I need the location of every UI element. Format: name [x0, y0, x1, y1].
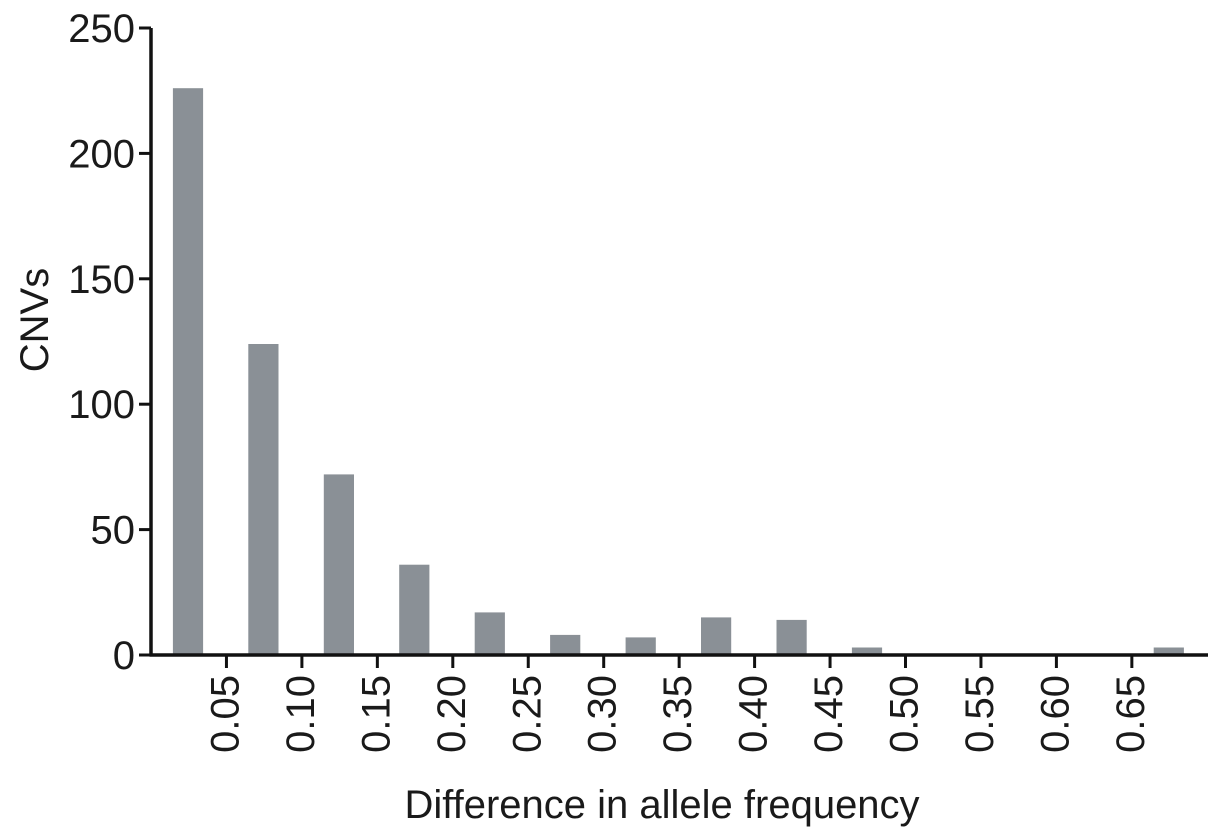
bar-0.40-0.45: [776, 619, 807, 655]
y-tick-label: 100: [68, 383, 135, 427]
y-axis-title: CNVs: [13, 268, 57, 372]
bar-0.10-0.15: [323, 474, 354, 655]
x-axis-ticks: 0.05 0.10 0.15 0.20 0.25 0.30 0.35 0.40 0.45 0.50…: [203, 655, 1153, 753]
bar-0.15-0.20: [399, 564, 430, 655]
bar-0.35-0.40: [701, 617, 732, 655]
y-tick-label: 0: [113, 634, 135, 678]
x-tick-label: 0.05: [203, 675, 247, 753]
x-axis-title: Difference in allele frequency: [404, 783, 919, 827]
x-tick-label: 0.25: [505, 675, 549, 753]
x-tick-label: 0.10: [279, 675, 323, 753]
bar-0.00-0.05: [172, 88, 204, 655]
bar-0.65-0.70: [1153, 647, 1184, 655]
bar-0.45-0.50: [851, 647, 883, 655]
bar-0.30-0.35: [625, 637, 656, 655]
y-tick-label: 50: [91, 509, 136, 553]
x-tick-label: 0.30: [581, 675, 625, 753]
bars-group: [172, 88, 1184, 655]
x-tick-label: 0.65: [1109, 675, 1153, 753]
x-tick-label: 0.40: [732, 675, 776, 753]
y-axis-ticks: 0 50 100 150 200 250: [68, 7, 151, 678]
x-tick-label: 0.55: [958, 675, 1002, 753]
x-tick-label: 0.45: [807, 675, 851, 753]
bar-0.05-0.10: [248, 344, 279, 655]
y-tick-label: 150: [68, 258, 135, 302]
x-tick-label: 0.35: [656, 675, 700, 753]
x-tick-label: 0.60: [1033, 675, 1077, 753]
x-tick-label: 0.15: [354, 675, 398, 753]
y-tick-label: 250: [68, 7, 135, 51]
y-tick-label: 200: [68, 132, 135, 176]
bar-0.20-0.25: [474, 612, 505, 655]
x-tick-label: 0.20: [430, 675, 474, 753]
x-tick-label: 0.50: [883, 675, 927, 753]
bar-0.25-0.30: [550, 634, 581, 655]
